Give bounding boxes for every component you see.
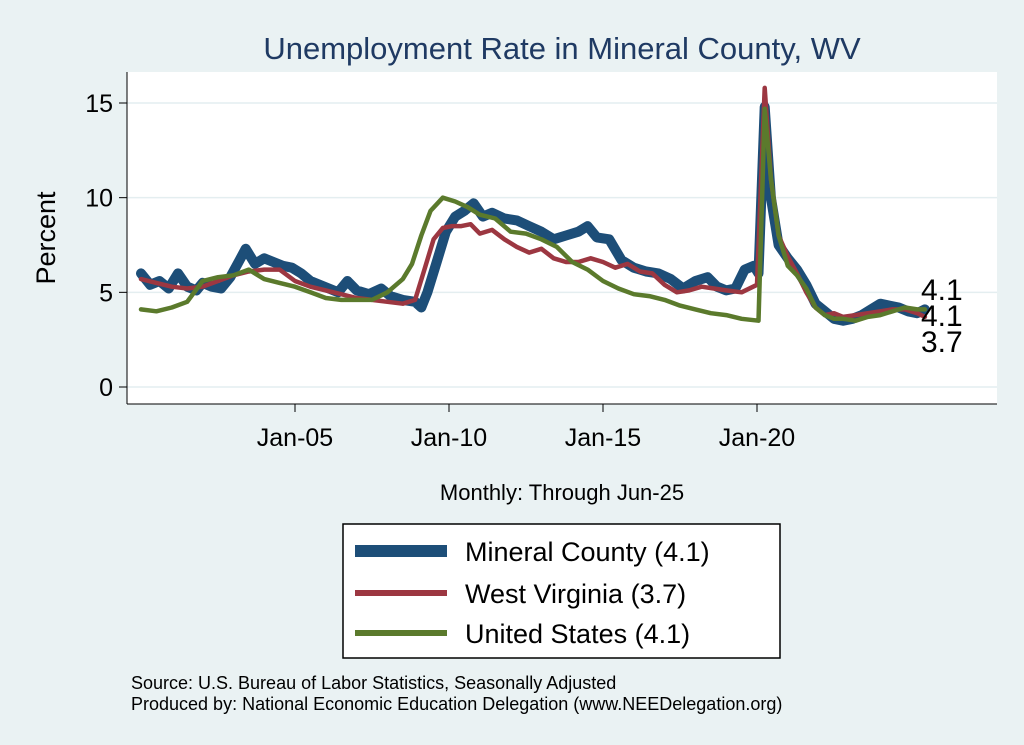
y-axis-ticks: 0 5 10 15: [85, 90, 127, 402]
end-label-west-virginia: 3.7: [921, 326, 963, 359]
x-axis-ticks: Jan-05 Jan-10 Jan-15 Jan-20: [257, 404, 795, 452]
y-tick-label-5: 5: [99, 279, 113, 307]
y-tick-label-10: 10: [85, 185, 113, 213]
x-tick-label-Jan-10: Jan-10: [411, 424, 487, 452]
gridlines: [127, 102, 997, 388]
x-tick-label-Jan-20: Jan-20: [719, 424, 795, 452]
legend-label-mineral-county: Mineral County (4.1): [465, 537, 710, 567]
x-axis-title: Monthly: Through Jun-25: [440, 480, 684, 505]
y-tick-label-15: 15: [85, 90, 113, 118]
chart-title: Unemployment Rate in Mineral County, WV: [263, 31, 861, 66]
legend-label-west-virginia: West Virginia (3.7): [465, 579, 686, 609]
y-axis-title: Percent: [31, 191, 61, 285]
legend: Mineral County (4.1) West Virginia (3.7)…: [342, 523, 781, 659]
legend-label-united-states: United States (4.1): [465, 619, 690, 649]
end-label-united-states: 4.1: [921, 300, 963, 333]
producer-line: Produced by: National Economic Education…: [131, 694, 782, 714]
y-tick-label-0: 0: [99, 374, 113, 402]
source-line: Source: U.S. Bureau of Labor Statistics,…: [131, 673, 616, 693]
x-tick-label-Jan-15: Jan-15: [565, 424, 641, 452]
series-line-mineral-county: [136, 101, 930, 326]
series-layer: [136, 85, 930, 326]
series-line-united-states: [138, 106, 928, 323]
end-label-mineral-county: 4.1: [921, 274, 963, 307]
x-tick-label-Jan-05: Jan-05: [257, 424, 333, 452]
